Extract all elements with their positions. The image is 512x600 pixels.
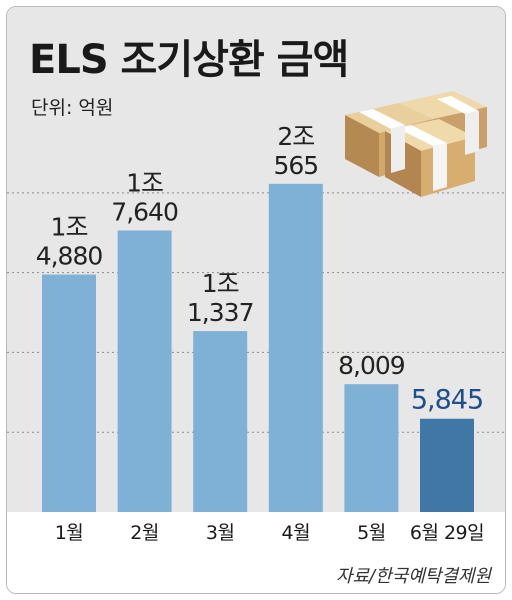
money-bundles-icon (345, 91, 487, 197)
value-label: 2조 (277, 122, 314, 151)
category-band (7, 512, 505, 593)
bar (344, 384, 399, 512)
value-label: 1조 (51, 213, 88, 242)
value-label: 1조 (126, 168, 163, 197)
chart-title: ELS 조기상환 금액 (29, 37, 349, 83)
category-label: 3월 (206, 522, 235, 544)
value-label: 1,337 (187, 298, 254, 327)
bar (42, 274, 96, 512)
value-label: 5,845 (411, 385, 483, 416)
value-label: 7,640 (111, 197, 178, 226)
category-label: 6월 29일 (410, 522, 484, 544)
unit-label: 단위: 억원 (31, 97, 114, 119)
bar (268, 183, 323, 512)
category-label: 5월 (357, 522, 386, 544)
source-label: 자료/한국예탁결제원 (335, 566, 491, 587)
bar (117, 230, 172, 512)
category-label: 2월 (130, 522, 159, 544)
bar (193, 331, 248, 512)
bars (42, 183, 474, 512)
value-label: 565 (273, 151, 318, 180)
value-label: 8,009 (338, 351, 405, 380)
value-label: 4,880 (36, 242, 103, 271)
category-labels: 1월 2월 3월 4월 5월 6월 29일 (55, 522, 485, 544)
chart-frame: ELS 조기상환 금액 단위: 억원 자료/한국예탁결제원 1조 4,880 1조 7… (6, 6, 506, 594)
bar (420, 418, 474, 512)
category-label: 1월 (55, 522, 84, 544)
category-label: 4월 (282, 522, 311, 544)
value-label: 1조 (202, 269, 239, 298)
